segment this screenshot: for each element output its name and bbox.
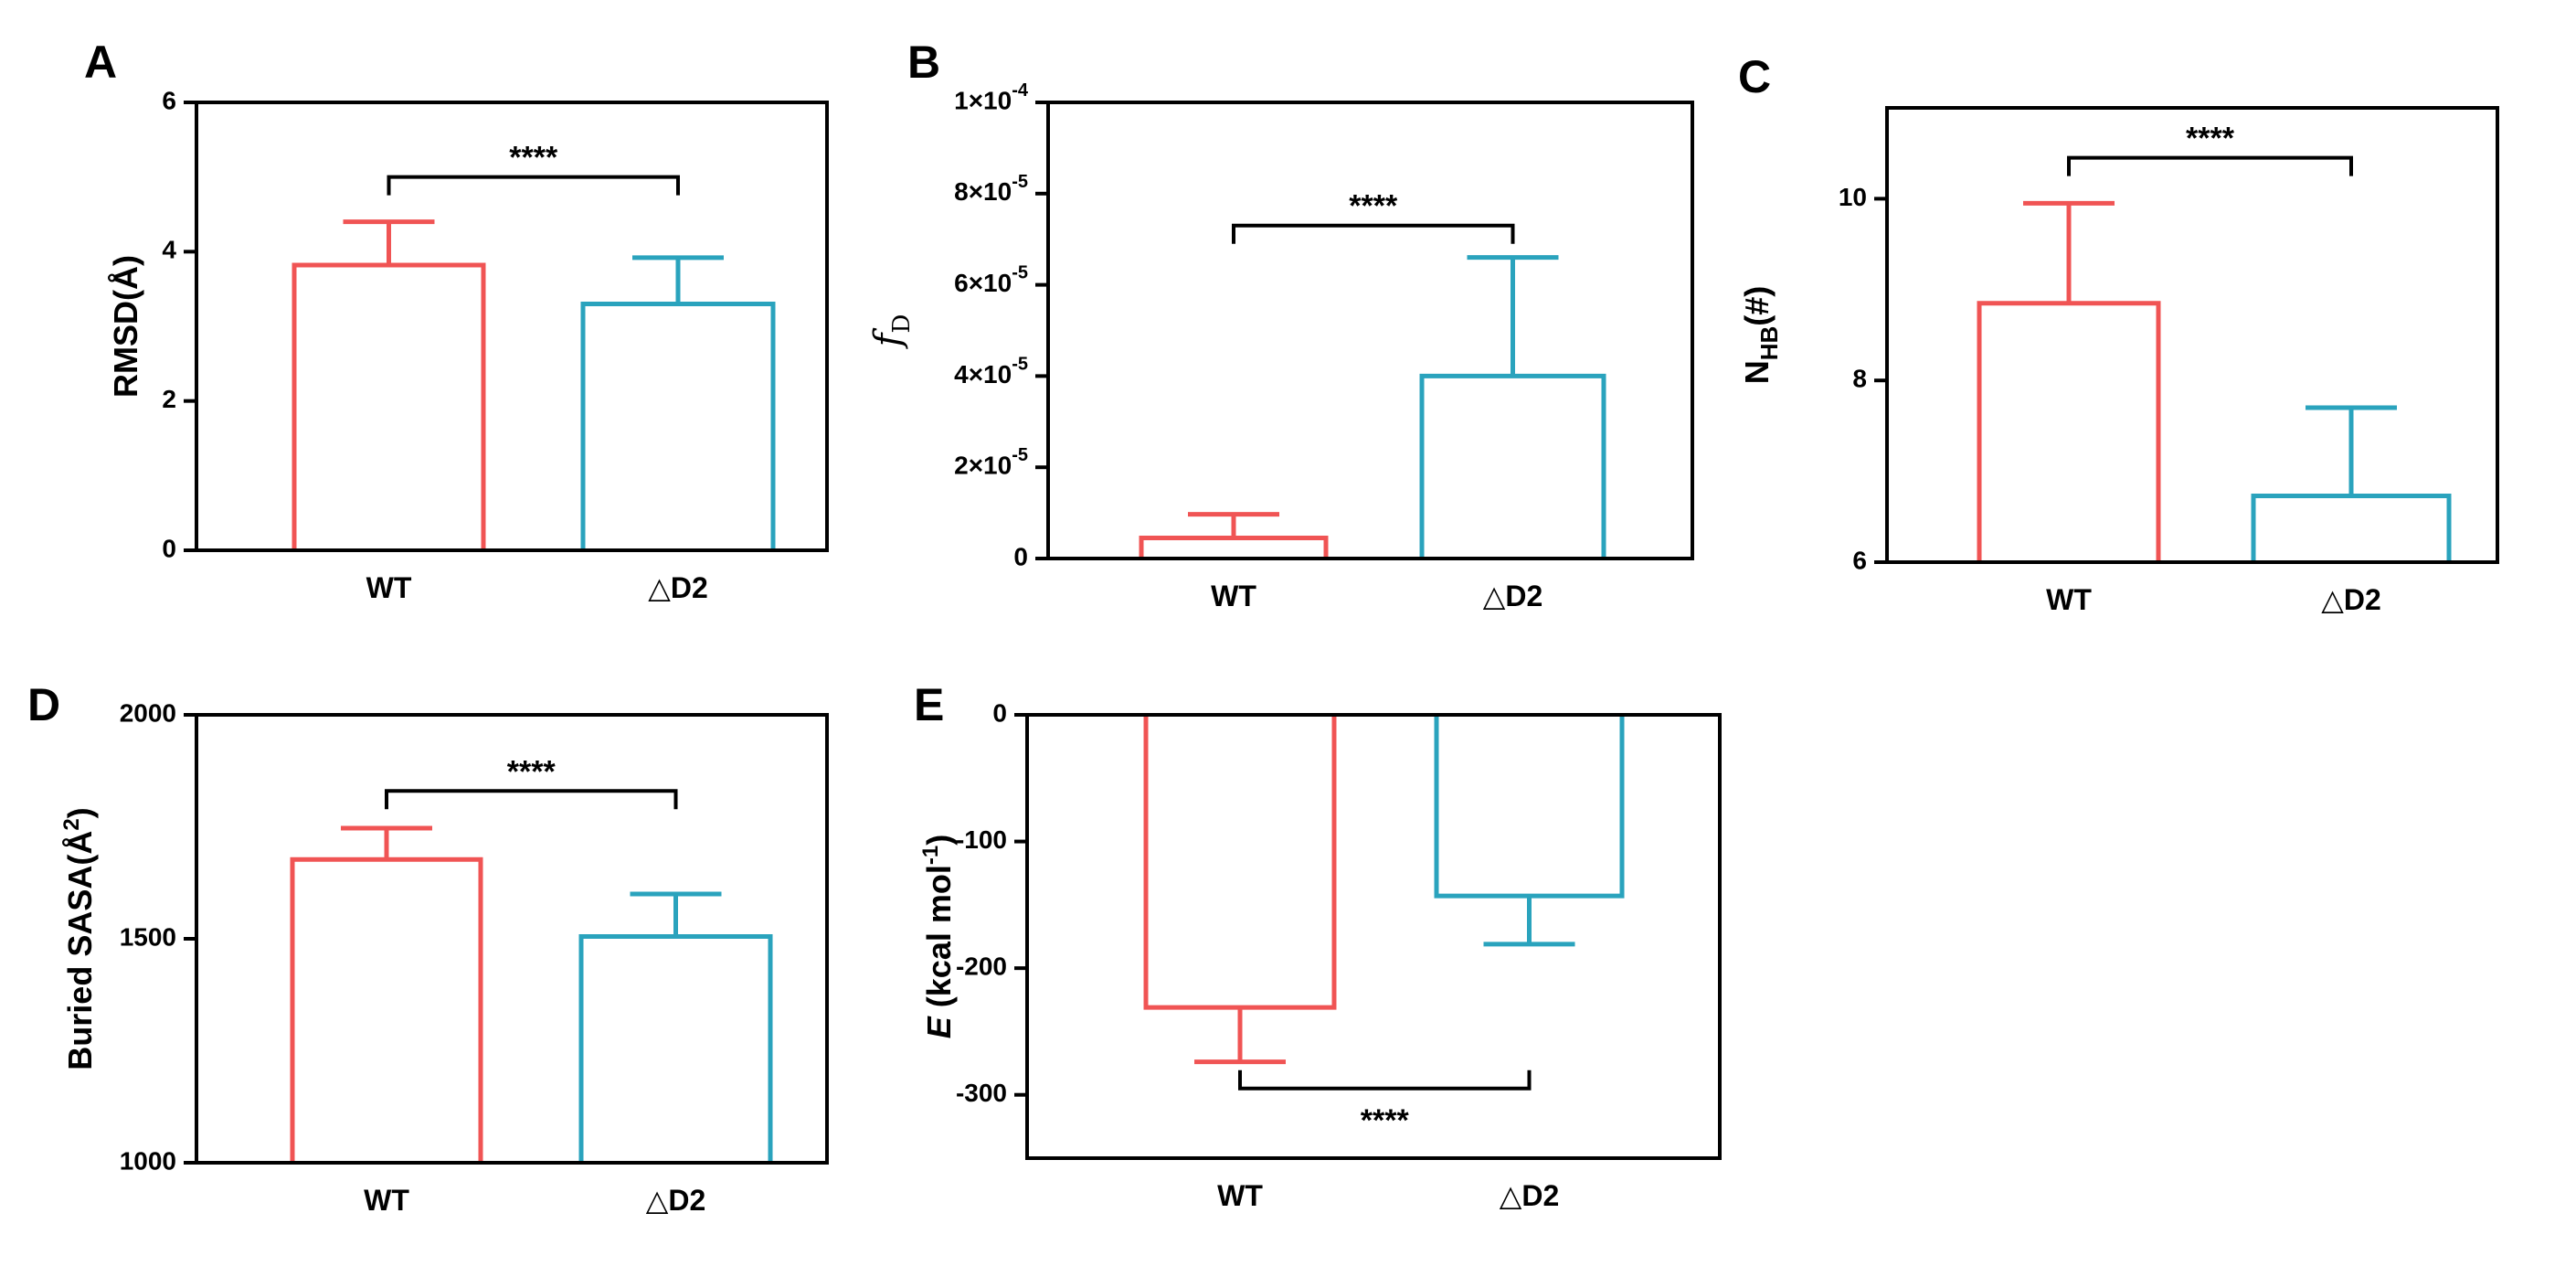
y-tick-label: 2000 bbox=[120, 698, 176, 727]
significance-bracket bbox=[387, 175, 680, 196]
y-tick-label: 4 bbox=[162, 236, 176, 264]
bar-d2 bbox=[578, 934, 773, 1163]
y-tick-label: -100 bbox=[956, 825, 1007, 854]
axes-frame bbox=[1025, 713, 1722, 1160]
y-tick-label: 4×10-5 bbox=[954, 355, 1028, 388]
category-label-wt: WT bbox=[366, 571, 412, 604]
category-label-d2: △D2 bbox=[1500, 1179, 1560, 1212]
significance-bracket bbox=[1232, 223, 1515, 244]
panel-letter: C bbox=[1738, 51, 1771, 102]
y-tick-label: 6×10-5 bbox=[954, 263, 1028, 297]
panel-a: A WT △D2 0 2 4 6 **** RMSD(Å) bbox=[84, 37, 829, 604]
bar-d2 bbox=[580, 302, 776, 550]
y-tick-label: 6 bbox=[1852, 546, 1867, 574]
panel-d: D WT △D2 1000 1500 2000 **** Buried SASA(Å2) bbox=[27, 679, 829, 1217]
y-tick-label: -200 bbox=[956, 952, 1007, 981]
category-label-d2: △D2 bbox=[1483, 580, 1543, 612]
category-label-wt: WT bbox=[1217, 1179, 1263, 1212]
panel-letter: D bbox=[27, 679, 60, 730]
y-tick-label: 0 bbox=[1013, 542, 1028, 570]
axes-frame bbox=[195, 101, 829, 552]
axes-frame bbox=[1885, 106, 2499, 564]
bar-d2 bbox=[1434, 715, 1625, 899]
panel-letter: B bbox=[907, 37, 940, 88]
bar-d2 bbox=[1419, 373, 1606, 559]
bar-wt bbox=[1977, 301, 2161, 562]
bar-wt bbox=[1143, 715, 1337, 1010]
y-axis-label: E (kcal mol-1) bbox=[918, 835, 958, 1038]
category-label-d2: △D2 bbox=[2321, 583, 2381, 616]
panel-e: E WT △D2 0 -100 -200 -300 **** E (kcal mol-1) bbox=[914, 679, 1722, 1212]
axes-frame bbox=[1046, 101, 1694, 560]
significance-label: **** bbox=[1361, 1103, 1410, 1138]
y-axis-label: RMSD(Å) bbox=[107, 255, 144, 398]
y-axis-label: NHB(#) bbox=[1738, 286, 1783, 385]
significance-label: **** bbox=[509, 141, 558, 176]
y-tick-label: 1500 bbox=[120, 922, 176, 951]
category-label-wt: WT bbox=[1211, 580, 1256, 612]
panel-letter: A bbox=[84, 37, 117, 88]
significance-label: **** bbox=[2186, 122, 2235, 156]
panel-letter: E bbox=[914, 679, 944, 730]
significance-label: **** bbox=[1349, 189, 1398, 224]
y-axis-label: fD bbox=[867, 314, 916, 350]
bar-wt bbox=[1139, 536, 1329, 559]
category-label-d2: △D2 bbox=[648, 571, 708, 604]
y-tick-label: 2×10-5 bbox=[954, 445, 1028, 479]
y-tick-label: -300 bbox=[956, 1079, 1007, 1107]
significance-bracket bbox=[1238, 1069, 1532, 1091]
significance-label: **** bbox=[507, 754, 557, 789]
y-tick-label: 0 bbox=[992, 698, 1007, 727]
y-tick-label: 2 bbox=[162, 385, 176, 413]
y-tick-label: 8 bbox=[1852, 365, 1867, 393]
category-label-wt: WT bbox=[364, 1184, 409, 1217]
y-axis-label: Buried SASA(Å2) bbox=[59, 807, 99, 1069]
y-tick-label: 10 bbox=[1839, 183, 1867, 211]
y-tick-label: 1000 bbox=[120, 1146, 176, 1175]
y-tick-label: 6 bbox=[162, 86, 176, 114]
bar-wt bbox=[290, 857, 483, 1163]
category-label-d2: △D2 bbox=[646, 1184, 706, 1217]
category-label-wt: WT bbox=[2046, 583, 2092, 616]
significance-bracket bbox=[2067, 155, 2353, 176]
bar-wt bbox=[292, 262, 486, 550]
bar-d2 bbox=[2251, 493, 2452, 562]
panel-b: B WT △D2 0 2×10-5 4×10-5 6×10-5 8×10-5 1×10-4 ***… bbox=[867, 37, 1694, 612]
y-tick-label: 0 bbox=[162, 534, 176, 562]
y-tick-label: 8×10-5 bbox=[954, 172, 1028, 206]
panel-c: C WT △D2 6 8 10 **** NHB(#) bbox=[1738, 51, 2499, 616]
y-tick-label: 1×10-4 bbox=[954, 80, 1029, 114]
significance-bracket bbox=[385, 789, 678, 810]
